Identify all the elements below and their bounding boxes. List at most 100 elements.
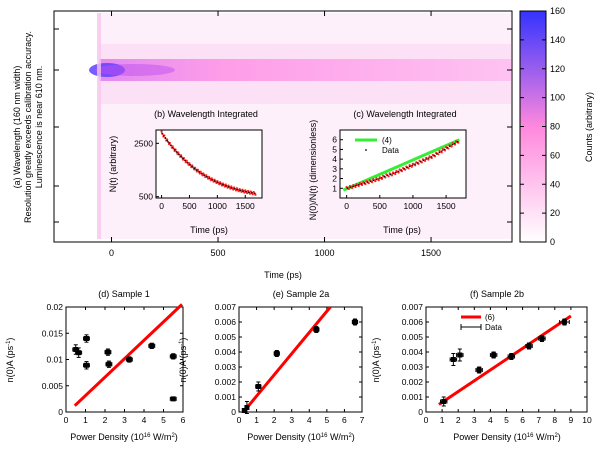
inset-b-point xyxy=(160,130,163,133)
data-point xyxy=(439,396,448,407)
inset-c-point xyxy=(410,165,413,168)
y-tick-label: 0.006 xyxy=(402,317,424,327)
inset-c-point xyxy=(364,182,367,186)
inset-c-x-label: Time (ps) xyxy=(383,225,421,235)
legend-data-errorbar-swatch xyxy=(460,324,482,330)
inset-b-point xyxy=(206,177,210,180)
x-tick-label: 5 xyxy=(324,415,329,425)
y-tick-label: 4 xyxy=(332,154,337,164)
y-tick-label: 0.002 xyxy=(402,377,424,387)
y-tick-label: 0.005 xyxy=(42,381,64,391)
inset-b-point xyxy=(204,175,207,179)
panel-d-y-label: n(0)A (ps-1) xyxy=(5,338,15,383)
inset-b-x-label: Time (ps) xyxy=(190,225,228,235)
panel-f-title: (f) Sample 2b xyxy=(470,289,524,299)
colorbar-tick-label: 100 xyxy=(550,93,565,103)
main-x-axis-label: Time (ps) xyxy=(264,270,302,280)
y-tick-label: 5 xyxy=(332,144,337,154)
colorbar-tick-label: 140 xyxy=(550,35,565,45)
data-point xyxy=(83,334,90,343)
inset-c-title: (c) Wavelength Integrated xyxy=(353,109,456,119)
colorbar-ticks: 0 20 40 60 80 100 120 140 160 xyxy=(520,6,565,247)
y-tick-label: 0.006 xyxy=(215,317,237,327)
inset-c-point xyxy=(440,151,443,154)
y-tick-label: 2 xyxy=(332,174,337,184)
inset-b-point xyxy=(195,170,199,173)
x-tick-label: 5 xyxy=(161,415,166,425)
inset-c-point xyxy=(357,184,360,188)
y-tick-label: 0.001 xyxy=(402,392,424,402)
main-y-label-line-2: Resolution greatly exceeds calibration a… xyxy=(23,31,33,223)
inset-b-point xyxy=(210,177,213,180)
panel-f: (f) Sample 2b 0 1 2 3 4 5 6 7 8 9 10 0 0.001 0.002 0.0… xyxy=(371,289,592,442)
x-tick-label: 7 xyxy=(536,415,541,425)
y-tick-label: 0.003 xyxy=(215,362,237,372)
main-y-label-line-1: (a) Wavelength (160 nm width) xyxy=(12,66,22,189)
fit-line xyxy=(73,303,184,407)
main-y-label-line-3: Luminescence is near 610 nm. xyxy=(34,66,44,189)
inset-b-point xyxy=(213,178,216,181)
inset-b-point xyxy=(216,179,219,183)
inset-c-point xyxy=(407,167,410,170)
inset-b-curve xyxy=(161,132,257,195)
data-point xyxy=(525,342,533,350)
data-point xyxy=(241,408,247,413)
colorbar-tick-label: 80 xyxy=(550,122,560,132)
inset-b-point xyxy=(240,190,243,194)
data-point xyxy=(169,353,177,360)
x-tick-label: 1 xyxy=(254,415,259,425)
x-tick-label: 6 xyxy=(181,415,186,425)
panel-d-x-label: Power Density (1016 W/m2) xyxy=(70,432,178,442)
panel-e: (e) Sample 2a 0 1 2 3 4 5 6 7 0 0.001 0.002 0.003 0.… xyxy=(178,289,365,442)
x-tick-label: 5 xyxy=(504,415,509,425)
x-tick-label: 1000 xyxy=(403,201,422,211)
data-point xyxy=(148,342,156,349)
inset-c-point xyxy=(370,181,374,184)
inset-c-point xyxy=(427,158,430,161)
y-tick-label: 0.005 xyxy=(215,332,237,342)
inset-b-point xyxy=(185,159,188,162)
data-point xyxy=(125,356,133,363)
data-point xyxy=(244,401,250,414)
x-tick-label: 4 xyxy=(307,415,312,425)
data-point xyxy=(75,347,83,358)
inset-c-point xyxy=(361,183,364,187)
panel-f-y-label: n(0)A (ps-1) xyxy=(371,338,381,383)
inset-b-point xyxy=(199,170,202,173)
panel-e-plot: 0 1 2 3 4 5 6 7 0 0.001 0.002 0.003 0.004 0.005 0.006 0… xyxy=(215,302,365,425)
x-tick-label: 0 xyxy=(159,201,164,211)
data-point xyxy=(104,348,112,356)
inset-c-point xyxy=(354,185,357,189)
y-tick-label: 6 xyxy=(332,135,337,145)
x-tick-label: 2 xyxy=(456,415,461,425)
x-tick-label: 0 xyxy=(344,201,349,211)
data-point xyxy=(456,348,464,362)
y-tick-label: 0.015 xyxy=(42,328,64,338)
inset-b-point xyxy=(207,175,211,178)
y-tick-label: 500 xyxy=(139,192,153,202)
y-tick-label: 2500 xyxy=(134,138,153,148)
main-x-ticks: 0 500 1000 1500 xyxy=(54,11,512,258)
main-y-axis-label: (a) Wavelength (160 nm width) Resolution… xyxy=(12,31,44,223)
x-tick-label: 4 xyxy=(142,415,147,425)
inset-b-point xyxy=(188,162,191,165)
inset-b: (b) Wavelength Integrated Time (ps) N(t)… xyxy=(108,109,263,235)
inset-b-point xyxy=(205,174,208,177)
x-tick-label: 9 xyxy=(569,415,574,425)
panel-d-plot: 0 1 2 3 4 5 6 0 0.005 0.01 0.015 0.02 xyxy=(42,302,186,425)
colorbar-tick-label: 20 xyxy=(550,208,560,218)
x-tick-label: 3 xyxy=(472,415,477,425)
inset-c-point xyxy=(377,179,380,182)
y-tick-label: 0.02 xyxy=(46,302,63,312)
inset-b-point xyxy=(201,174,204,177)
inset-c-point xyxy=(367,182,370,185)
inset-b-point xyxy=(251,193,254,196)
x-tick-label: 10 xyxy=(582,415,592,425)
inset-c-point xyxy=(351,186,354,190)
data-point xyxy=(105,360,113,368)
x-tick-label: 8 xyxy=(552,415,557,425)
x-tick-label: 6 xyxy=(520,415,525,425)
inset-c-point xyxy=(390,174,394,177)
x-tick-label: 1 xyxy=(440,415,445,425)
